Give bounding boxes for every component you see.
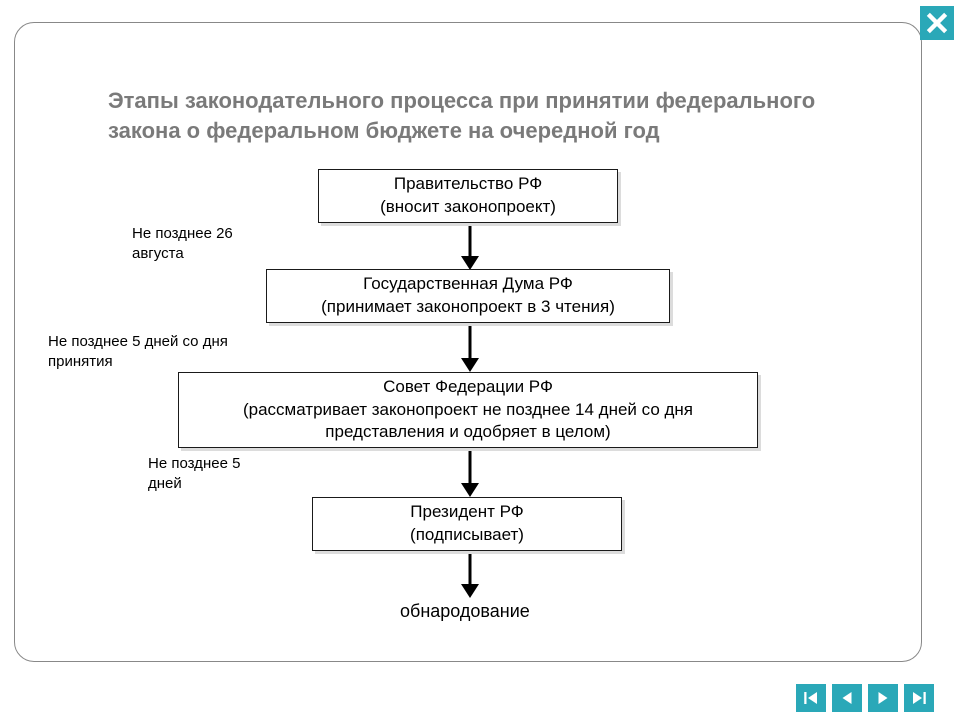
node-line: Правительство РФ: [394, 173, 542, 196]
node-line: (подписывает): [410, 524, 524, 547]
nav-last-button[interactable]: [904, 684, 934, 712]
nav-first-button[interactable]: [796, 684, 826, 712]
skip-first-icon: [802, 689, 820, 707]
flowchart: Правительство РФ (вносит законопроект) Г…: [0, 0, 960, 720]
skip-last-icon: [910, 689, 928, 707]
nav-bar: [796, 684, 934, 712]
node-line: (принимает законопроект в 3 чтения): [321, 296, 615, 319]
prev-icon: [838, 689, 856, 707]
arrow-head-icon: [461, 483, 479, 497]
node-president: Президент РФ (подписывает): [312, 497, 622, 551]
node-duma: Государственная Дума РФ (принимает закон…: [266, 269, 670, 323]
annotation: Не позднее 26 августа: [132, 224, 272, 265]
node-line: Совет Федерации РФ: [383, 376, 553, 399]
arrow-head-icon: [461, 256, 479, 270]
node-government: Правительство РФ (вносит законопроект): [318, 169, 618, 223]
final-label: обнародование: [400, 601, 530, 622]
node-line: Государственная Дума РФ: [363, 273, 573, 296]
node-line: Президент РФ: [410, 501, 523, 524]
arrow: [469, 554, 472, 584]
next-icon: [874, 689, 892, 707]
nav-prev-button[interactable]: [832, 684, 862, 712]
nav-next-button[interactable]: [868, 684, 898, 712]
node-line: (вносит законопроект): [380, 196, 556, 219]
arrow-head-icon: [461, 584, 479, 598]
arrow: [469, 326, 472, 358]
arrow: [469, 451, 472, 483]
annotation: Не позднее 5 дней: [148, 454, 268, 495]
arrow-head-icon: [461, 358, 479, 372]
annotation: Не позднее 5 дней со дня принятия: [48, 332, 278, 373]
node-line: (рассматривает законопроект не позднее 1…: [189, 399, 747, 445]
node-federation-council: Совет Федерации РФ (рассматривает законо…: [178, 372, 758, 448]
arrow: [469, 226, 472, 256]
